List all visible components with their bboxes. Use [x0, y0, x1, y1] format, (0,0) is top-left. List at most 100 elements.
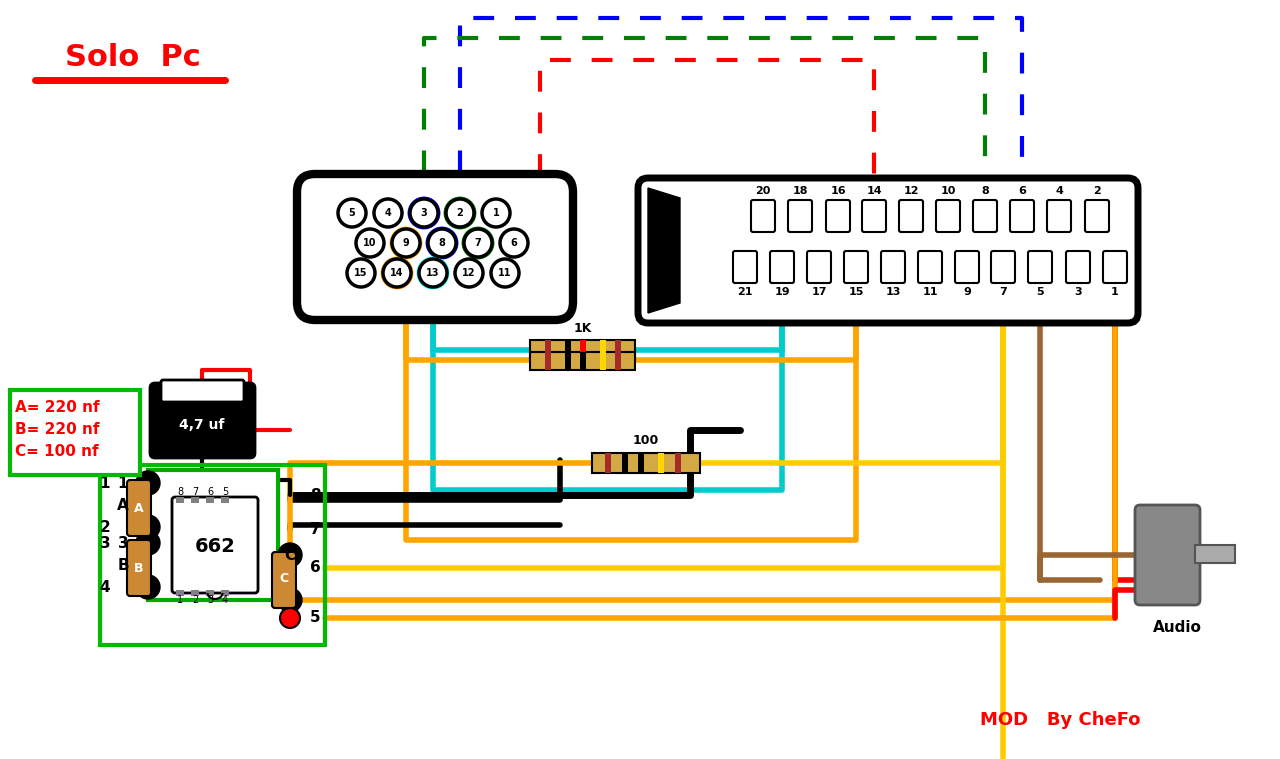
- Circle shape: [445, 199, 474, 227]
- Text: B: B: [134, 562, 143, 575]
- Text: 4: 4: [1055, 186, 1062, 196]
- Circle shape: [465, 229, 492, 257]
- Text: 8: 8: [177, 487, 183, 497]
- Text: 8: 8: [310, 487, 320, 502]
- Text: 3: 3: [100, 536, 110, 550]
- Text: 7: 7: [192, 487, 198, 497]
- Circle shape: [465, 229, 492, 257]
- Text: 7: 7: [1000, 287, 1007, 297]
- FancyBboxPatch shape: [530, 352, 635, 370]
- Circle shape: [338, 199, 366, 227]
- FancyBboxPatch shape: [150, 383, 255, 458]
- Circle shape: [392, 229, 420, 257]
- Bar: [658, 453, 664, 473]
- Text: 1: 1: [177, 595, 183, 605]
- Text: MOD   By CheFo: MOD By CheFo: [980, 711, 1140, 729]
- Text: 100: 100: [632, 434, 659, 447]
- FancyBboxPatch shape: [844, 251, 868, 283]
- Bar: [580, 352, 586, 370]
- Text: C: C: [279, 572, 288, 584]
- FancyBboxPatch shape: [1135, 505, 1201, 605]
- Circle shape: [492, 259, 518, 287]
- Text: 18: 18: [792, 186, 808, 196]
- Bar: [637, 453, 644, 473]
- Circle shape: [419, 259, 447, 287]
- Text: 4,7 uf: 4,7 uf: [179, 418, 225, 432]
- Bar: [191, 497, 198, 503]
- Text: 5: 5: [1037, 287, 1043, 297]
- FancyBboxPatch shape: [127, 540, 151, 596]
- Text: 4: 4: [221, 595, 228, 605]
- Text: 2: 2: [457, 209, 463, 219]
- FancyBboxPatch shape: [591, 453, 700, 473]
- Text: 12: 12: [904, 186, 919, 196]
- Circle shape: [374, 199, 402, 227]
- FancyBboxPatch shape: [936, 200, 960, 232]
- Bar: [221, 590, 229, 596]
- Text: 1: 1: [493, 209, 499, 219]
- FancyBboxPatch shape: [861, 200, 886, 232]
- Text: 3: 3: [1074, 287, 1082, 297]
- FancyBboxPatch shape: [637, 178, 1138, 323]
- Text: 6: 6: [310, 560, 321, 575]
- Text: 1: 1: [118, 475, 128, 490]
- Text: 4: 4: [384, 209, 392, 219]
- Bar: [191, 590, 198, 596]
- Text: 6: 6: [511, 238, 517, 248]
- FancyBboxPatch shape: [899, 200, 923, 232]
- Circle shape: [483, 199, 509, 227]
- Text: 17: 17: [812, 287, 827, 297]
- Bar: [1196, 545, 1235, 563]
- FancyBboxPatch shape: [918, 251, 942, 283]
- Text: 13: 13: [886, 287, 901, 297]
- FancyBboxPatch shape: [1010, 200, 1034, 232]
- Text: 5: 5: [348, 209, 356, 219]
- FancyBboxPatch shape: [733, 251, 756, 283]
- Text: 8: 8: [439, 238, 445, 248]
- Text: 21: 21: [737, 287, 753, 297]
- FancyBboxPatch shape: [826, 200, 850, 232]
- Text: 14: 14: [390, 269, 403, 279]
- FancyBboxPatch shape: [161, 380, 244, 402]
- Circle shape: [136, 531, 160, 555]
- Circle shape: [454, 259, 483, 287]
- Text: 1: 1: [100, 475, 110, 490]
- Circle shape: [410, 199, 438, 227]
- Circle shape: [136, 575, 160, 599]
- Circle shape: [445, 199, 474, 227]
- Text: 3: 3: [118, 536, 128, 550]
- Text: C: C: [284, 547, 296, 562]
- Text: 14: 14: [867, 186, 882, 196]
- FancyBboxPatch shape: [1085, 200, 1108, 232]
- Text: A= 220 nf
B= 220 nf
C= 100 nf: A= 220 nf B= 220 nf C= 100 nf: [15, 400, 100, 459]
- FancyBboxPatch shape: [751, 200, 774, 232]
- FancyBboxPatch shape: [973, 200, 997, 232]
- Text: 7: 7: [475, 238, 481, 248]
- Text: 1: 1: [1111, 287, 1119, 297]
- Text: A: A: [134, 502, 143, 515]
- Text: 12: 12: [462, 269, 476, 279]
- Text: 8: 8: [982, 186, 989, 196]
- Polygon shape: [648, 188, 680, 313]
- Circle shape: [136, 471, 160, 495]
- Circle shape: [428, 229, 456, 257]
- Text: 9: 9: [403, 238, 410, 248]
- Circle shape: [428, 229, 456, 257]
- Text: 16: 16: [831, 186, 846, 196]
- FancyBboxPatch shape: [881, 251, 905, 283]
- Bar: [206, 497, 214, 503]
- FancyBboxPatch shape: [955, 251, 979, 283]
- Text: 2: 2: [100, 519, 110, 534]
- Circle shape: [419, 259, 447, 287]
- Bar: [564, 340, 571, 358]
- Text: 19: 19: [774, 287, 790, 297]
- FancyBboxPatch shape: [1047, 200, 1071, 232]
- Circle shape: [347, 259, 375, 287]
- Bar: [545, 352, 550, 370]
- Text: 5: 5: [221, 487, 228, 497]
- Text: 11: 11: [498, 269, 512, 279]
- Circle shape: [392, 229, 420, 257]
- Bar: [614, 352, 621, 370]
- Bar: [177, 497, 184, 503]
- Text: 4: 4: [100, 580, 110, 594]
